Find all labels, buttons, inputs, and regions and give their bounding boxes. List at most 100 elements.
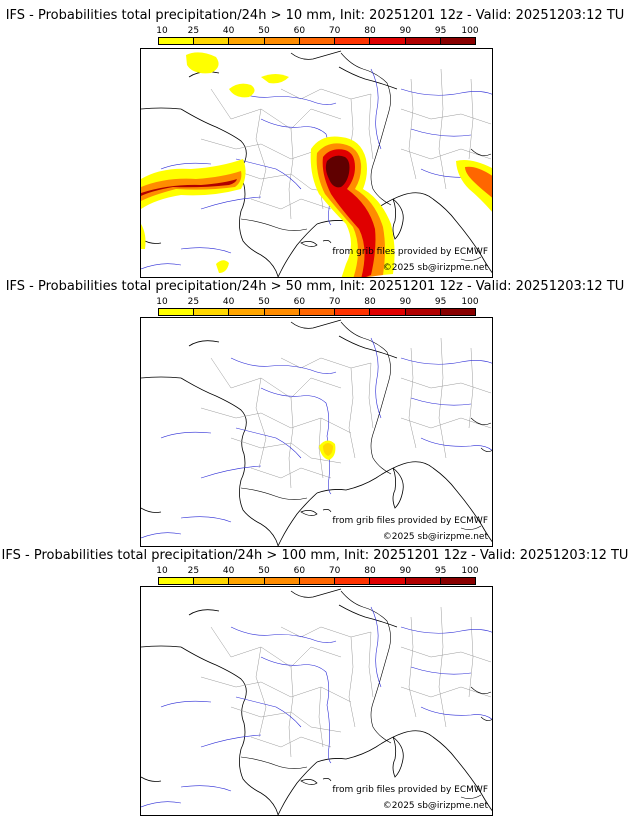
colorbar-swatch [405, 38, 441, 44]
national-border [340, 321, 392, 475]
colorbar-tick-label: 50 [258, 566, 270, 576]
national-border [240, 756, 308, 769]
precipitation-map: from grib files provided by ECMWF ©2025 … [140, 586, 493, 816]
colorbar-tick-label: 90 [399, 26, 412, 36]
colorbar-tick-label: 80 [364, 297, 376, 307]
colorbar-tick-label: 60 [293, 26, 306, 36]
precip-area-biscay [141, 159, 246, 249]
coastline [277, 492, 318, 546]
map-canvas [141, 588, 492, 815]
colorbar-tick-label: 25 [187, 566, 200, 576]
panel-title: IFS - Probabilities total precipitation/… [1, 548, 629, 563]
map-panel-10mm: IFS - Probabilities total precipitation/… [0, 8, 630, 278]
colorbar-labels: 10 25 40 50 60 70 80 90 95 100 [156, 566, 479, 576]
coastline [316, 461, 492, 543]
colorbar-tick-label: 95 [434, 566, 447, 576]
colorbar-swatch [229, 38, 265, 44]
colorbar-tick-label: 60 [293, 566, 306, 576]
colorbar-swatch [335, 38, 371, 44]
admin-boundaries [200, 626, 374, 758]
colorbar-swatch [370, 38, 406, 44]
precip-area-north [186, 52, 289, 273]
colorbar-tick-label: 40 [222, 566, 235, 576]
coastline [290, 50, 342, 60]
coastline [277, 761, 318, 815]
precip-area-alps-east [456, 160, 492, 212]
colorbar-swatch [229, 309, 265, 315]
coastline [300, 777, 332, 785]
coastline [460, 686, 492, 799]
colorbar-swatch [264, 38, 300, 44]
colorbar-tick-label: 40 [222, 26, 235, 36]
coastline [300, 508, 332, 516]
coastline [290, 588, 342, 598]
colorbar-tick-label: 90 [399, 297, 412, 307]
precip-area-cevennes [310, 136, 395, 277]
colorbar-swatch [405, 578, 441, 584]
colorbar-swatch [299, 309, 336, 315]
basemap [141, 588, 492, 815]
admin-boundaries [400, 337, 492, 459]
coastline [141, 376, 182, 513]
colorbar-tick-label: 50 [258, 26, 270, 36]
river [141, 606, 492, 808]
colorbar-swatch [440, 309, 475, 315]
panel-title: IFS - Probabilities total precipitation/… [5, 279, 625, 294]
source-credit: from grib files provided by ECMWF [332, 247, 488, 257]
river [141, 337, 492, 539]
panel-title: IFS - Probabilities total precipitation/… [5, 8, 625, 23]
colorbar-swatch [159, 578, 195, 584]
coastline [290, 319, 342, 329]
map-canvas [141, 319, 492, 546]
colorbar-swatch [440, 38, 475, 44]
colorbar-tick-label: 10 [156, 297, 168, 307]
colorbar-tick-label: 40 [222, 297, 235, 307]
river [160, 626, 337, 764]
map-panel-100mm: IFS - Probabilities total precipitation/… [0, 548, 630, 816]
copyright: ©2025 sb@irizpme.net [382, 263, 488, 273]
colorbar-swatch [299, 38, 336, 44]
river [160, 88, 337, 226]
national-border [240, 487, 308, 500]
map-canvas [141, 50, 492, 277]
colorbar-swatch [229, 578, 265, 584]
precipitation-map: from grib files provided by ECMWF ©2025 … [140, 48, 493, 278]
coastline [338, 335, 398, 359]
colorbar-swatch [194, 578, 230, 584]
colorbar-tick-label: 100 [461, 297, 479, 307]
colorbar: 10 25 40 50 60 70 80 90 95 100 [156, 26, 479, 46]
coastline [316, 730, 492, 812]
colorbar-swatch [194, 309, 230, 315]
colorbar-tick-label: 70 [328, 297, 341, 307]
coastline [338, 604, 398, 628]
source-credit: from grib files provided by ECMWF [332, 516, 488, 526]
colorbar-tick-label: 100 [461, 566, 479, 576]
coastline [392, 198, 404, 240]
coastline [338, 66, 398, 90]
colorbar: 10 25 40 50 60 70 80 90 95 100 [156, 566, 479, 586]
colorbar-tick-label: 10 [156, 26, 168, 36]
colorbar-labels: 10 25 40 50 60 70 80 90 95 100 [156, 297, 479, 307]
colorbar-swatch [335, 578, 371, 584]
colorbar-tick-label: 25 [187, 26, 200, 36]
colorbar-tick-label: 100 [461, 26, 479, 36]
colorbar-tick-label: 70 [328, 26, 341, 36]
colorbar-tick-label: 10 [156, 566, 168, 576]
national-border [340, 52, 392, 206]
precipitation-map: from grib files provided by ECMWF ©2025 … [140, 317, 493, 547]
coastline [277, 223, 318, 277]
basemap [141, 319, 492, 546]
colorbar-swatch [159, 38, 195, 44]
colorbar: 10 25 40 50 60 70 80 90 95 100 [156, 297, 479, 317]
admin-boundaries [200, 357, 374, 489]
copyright: ©2025 sb@irizpme.net [382, 532, 488, 542]
map-panel-50mm: IFS - Probabilities total precipitation/… [0, 279, 630, 547]
colorbar-swatch [159, 309, 195, 315]
coastline [460, 417, 492, 530]
source-credit: from grib files provided by ECMWF [332, 785, 488, 795]
colorbar-tick-label: 90 [399, 566, 412, 576]
copyright: ©2025 sb@irizpme.net [382, 801, 488, 811]
river [160, 357, 337, 495]
precip-area-cevennes [319, 440, 336, 460]
colorbar-swatch [264, 578, 300, 584]
